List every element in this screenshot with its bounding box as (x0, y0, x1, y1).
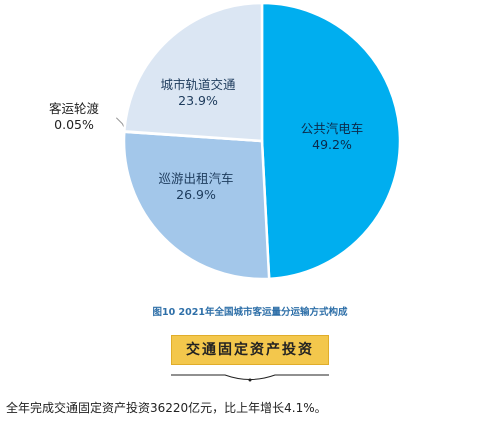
section-underline-decoration (171, 374, 329, 382)
slice-name-label-2: 客运轮渡 (49, 101, 100, 116)
section-header: 交通固定资产投资 (165, 335, 335, 385)
slice-value-label-2: 0.05% (54, 117, 94, 132)
slice-name-label-0: 公共汽电车 (301, 121, 364, 136)
pie-slice-1 (122, 130, 271, 281)
slice-value-label-3: 23.9% (178, 93, 218, 108)
pie-slice-3 (123, 1, 264, 143)
chart-caption: 图10 2021年全国城市客运量分运输方式构成 (152, 307, 348, 318)
pie-slice-0 (260, 1, 402, 281)
body-paragraph: 全年完成交通固定资产投资36220亿元，比上年增长4.1%。 (6, 401, 327, 415)
slice-value-label-0: 49.2% (312, 137, 352, 152)
slice-name-label-3: 城市轨道交通 (160, 77, 236, 92)
slice-name-label-1: 巡游出租汽车 (158, 171, 233, 186)
section-title: 交通固定资产投资 (171, 335, 329, 365)
slice-value-label-1: 26.9% (176, 187, 216, 202)
